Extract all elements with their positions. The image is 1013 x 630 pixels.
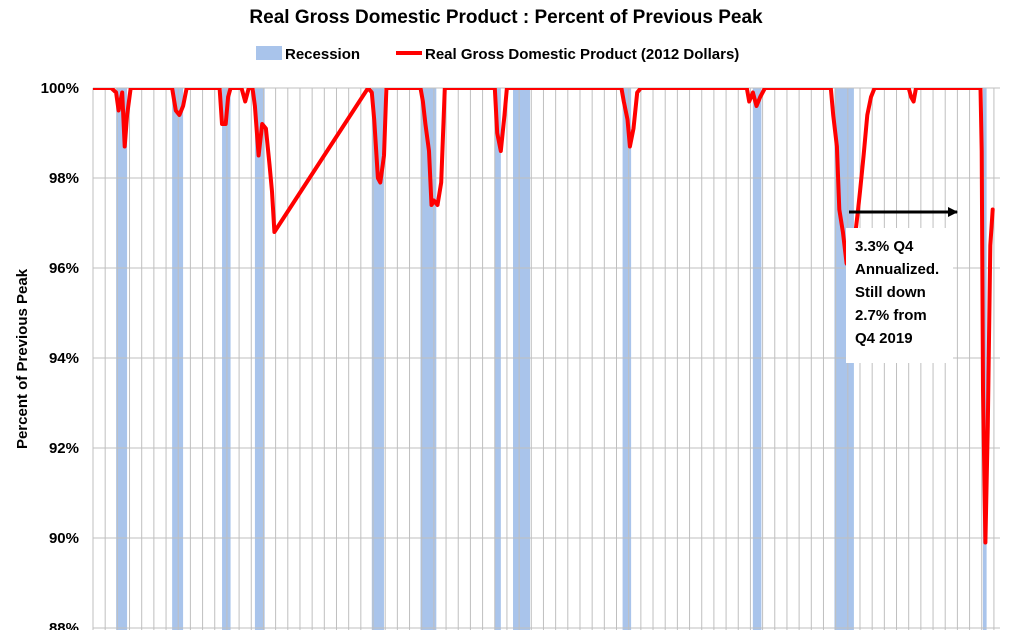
y-tick-label-92: 92% (49, 440, 79, 457)
y-tick-labels: 100% 98% 96% 94% 92% 90% 88% (41, 80, 79, 630)
y-axis-label: Percent of Previous Peak (14, 268, 31, 449)
recession-band-5 (371, 88, 384, 630)
legend-recession-label: Recession (285, 46, 360, 63)
recession-band-1 (116, 88, 128, 630)
chart-title: Real Gross Domestic Product : Percent of… (249, 7, 763, 28)
annotation-line-4: 2.7% from (855, 307, 927, 324)
gdp-series-line (93, 88, 995, 545)
y-tick-label-88: 88% (49, 620, 79, 630)
legend-gdp-label: Real Gross Domestic Product (2012 Dollar… (425, 46, 739, 63)
legend: Recession Real Gross Domestic Product (2… (256, 46, 739, 63)
annotation-line-5: Q4 2019 (855, 330, 913, 347)
plot-area (93, 88, 995, 545)
y-tick-label-94: 94% (49, 350, 79, 367)
annotation: 3.3% Q4 Annualized. Still down 2.7% from… (846, 207, 958, 363)
y-tick-label-98: 98% (49, 170, 79, 187)
y-tick-label-90: 90% (49, 530, 79, 547)
y-tick-label-96: 96% (49, 260, 79, 277)
annotation-line-3: Still down (855, 284, 926, 301)
recession-band-2 (172, 88, 184, 630)
recession-band-4 (254, 88, 265, 630)
annotation-line-1: 3.3% Q4 (855, 238, 914, 255)
recession-band-9 (622, 88, 632, 630)
y-tick-label-100: 100% (41, 80, 79, 97)
recession-band-10 (752, 88, 762, 630)
annotation-line-2: Annualized. (855, 261, 939, 278)
recession-band-11 (834, 88, 854, 630)
recession-band-3 (222, 88, 231, 630)
recession-band-8 (513, 88, 531, 630)
recession-band-6 (420, 88, 437, 630)
annotation-box (846, 228, 953, 363)
recession-band-7 (494, 88, 501, 630)
legend-recession-swatch (256, 46, 282, 60)
